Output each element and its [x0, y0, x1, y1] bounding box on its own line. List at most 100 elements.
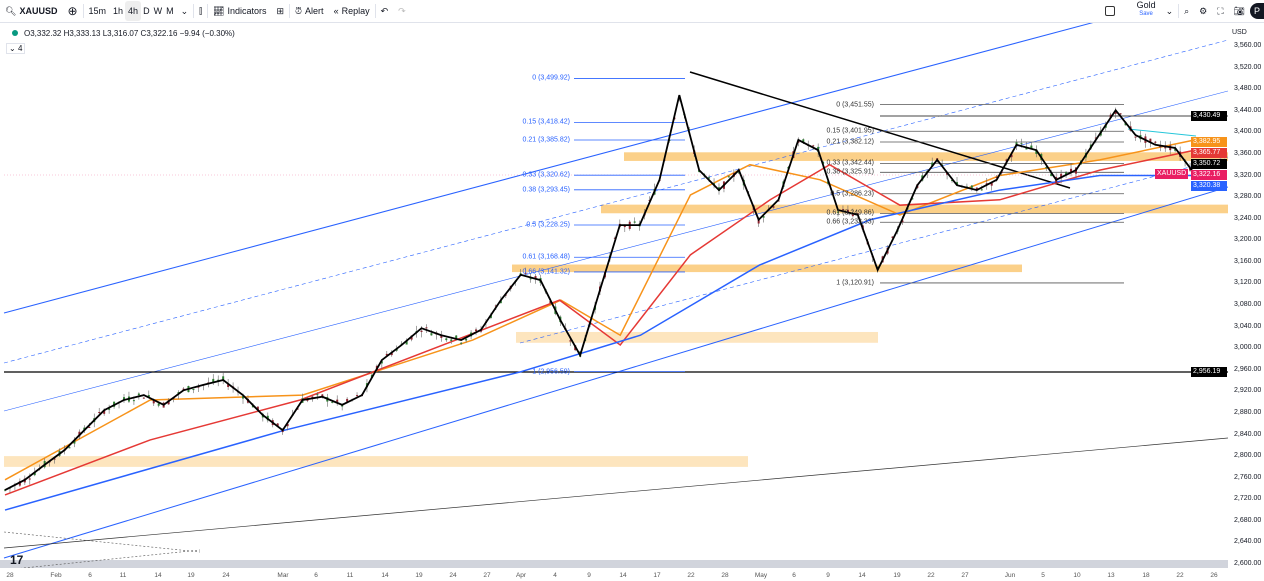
interval-m[interactable]: M [166, 6, 174, 16]
time-tick: Apr [515, 572, 527, 579]
candle-body [1025, 147, 1028, 150]
interval-1h[interactable]: 1h [113, 6, 124, 16]
symbol-search[interactable]: 🔍︎ XAUUSD [5, 5, 58, 17]
time-tick: 28 [6, 572, 14, 579]
candle-body [1015, 142, 1018, 145]
candle-body [524, 272, 527, 274]
candle-body [68, 447, 71, 449]
fib-level-label: 1 (2,956.59) [532, 368, 570, 376]
price-tick: 3,480.00 [1234, 85, 1262, 93]
fib-level-label: 0.15 (3,418.42) [522, 118, 570, 126]
candle-body [276, 423, 279, 426]
price-badge: 3,320.38 [1191, 180, 1227, 191]
interval-dropdown[interactable]: ⌄ [176, 1, 194, 21]
fullscreen-icon: ⛶ [1217, 5, 1224, 16]
templates-button[interactable]: ⊞ [271, 1, 289, 21]
indicators-button[interactable]: 📈︎ Indicators [213, 5, 267, 17]
price-line [4, 94, 1196, 491]
fib-level-label: 0.5 (3,286.23) [830, 190, 874, 198]
time-tick: Feb [50, 572, 62, 579]
candle-body [911, 198, 914, 200]
interval-w[interactable]: W [153, 6, 163, 16]
interval-15m[interactable]: 15m [88, 6, 107, 16]
candle-body [147, 395, 150, 398]
interval-d[interactable]: D [143, 6, 150, 16]
square-icon [1104, 6, 1115, 16]
price-tick: 2,920.00 [1234, 387, 1262, 395]
undo-button[interactable]: ↶ [376, 1, 394, 21]
price-tick: 3,520.00 [1234, 63, 1262, 71]
compare-button[interactable]: ⊕ [62, 1, 82, 21]
price-tick: 3,080.00 [1234, 301, 1262, 308]
price-tick: 2,960.00 [1234, 365, 1262, 373]
fullscreen-button[interactable]: ⛶ [1212, 1, 1228, 21]
price-tick: 2,800.00 [1234, 452, 1262, 460]
snapshot-button[interactable]: 📷︎ [1229, 1, 1250, 21]
time-tick: 13 [1107, 572, 1115, 579]
candle-body [802, 139, 805, 143]
time-axis[interactable]: 28 Feb 6 11 14 19 24 Mar 6 11 14 19 24 27 Apr 4 9 14 17 22 2… [0, 572, 1264, 581]
candle-body [990, 182, 993, 186]
fib-level-label: 0.21 (3,385.82) [522, 136, 570, 144]
time-tick: 14 [619, 572, 627, 579]
candle-body [623, 225, 626, 228]
zone [4, 456, 748, 467]
status-dot [12, 30, 18, 36]
price-chart[interactable] [0, 23, 1228, 568]
layout-name[interactable]: Gold Save [1136, 0, 1156, 18]
layout-toggle[interactable] [1100, 1, 1120, 21]
price-tick: 3,560.00 [1234, 42, 1262, 49]
alert-button[interactable]: ⏰︎ Alert [295, 5, 324, 17]
time-tick: 5 [1041, 572, 1045, 579]
price-tick: 3,200.00 [1234, 236, 1262, 244]
candle-body [440, 334, 443, 338]
candle-body [1094, 137, 1097, 139]
currency-selector[interactable]: USD [1232, 29, 1247, 36]
candle-body [192, 389, 195, 391]
candle-body [975, 187, 978, 190]
candle-body [4, 489, 6, 491]
layout-dropdown[interactable]: ⌄ [1161, 1, 1179, 21]
plus-circle-icon: ⊕ [67, 4, 78, 18]
redo-button[interactable]: ↷ [393, 1, 411, 21]
grid-icon: ⊞ [276, 5, 285, 16]
ma-blue-line [4, 174, 1195, 511]
candle-body [812, 145, 815, 147]
candle-body [331, 401, 334, 403]
price-tick: 3,120.00 [1234, 279, 1262, 287]
candle-body [837, 211, 839, 213]
quick-search-button[interactable]: ⌕ [1179, 1, 1194, 21]
avatar[interactable]: P [1250, 3, 1264, 19]
candle-body [1065, 172, 1068, 175]
candle-body [33, 472, 36, 476]
supply-demand-zones [4, 152, 1228, 467]
undo-icon: ↶ [380, 5, 389, 16]
candle-body [931, 162, 934, 167]
candle-body [380, 361, 383, 364]
candle-body [1154, 141, 1157, 143]
time-tick: 14 [154, 572, 162, 579]
fib-level-label: 0.38 (3,293.45) [522, 186, 570, 194]
time-tick: May [754, 572, 768, 579]
candle-body [1174, 148, 1177, 151]
price-tick: 3,400.00 [1234, 128, 1262, 136]
candle-body [450, 339, 453, 342]
candle-body [529, 278, 532, 280]
price-tick: 3,000.00 [1234, 344, 1262, 352]
interval-4h[interactable]: 4h [125, 1, 142, 21]
replay-button[interactable]: «Replay [333, 6, 370, 16]
candle-body [445, 338, 448, 341]
candle-body [891, 236, 894, 239]
time-tick: 11 [119, 572, 127, 579]
candle-body [73, 440, 76, 444]
price-axis[interactable]: USD 3,560.00 3,520.00 3,480.00 3,440.00 3,40… [1228, 23, 1264, 568]
chart-type-button[interactable]: ⫿ [194, 1, 207, 21]
candle-body [841, 209, 844, 211]
indicators-collapse-button[interactable]: ⌄ 4 [6, 43, 26, 54]
candle-body [212, 378, 215, 383]
price-tick: 3,440.00 [1234, 106, 1262, 114]
settings-button[interactable]: ⚙ [1194, 1, 1212, 21]
price-badge: 3,322.16 [1191, 169, 1227, 180]
alarm-icon: ⏰︎ [295, 5, 303, 16]
time-tick: 9 [826, 572, 830, 579]
